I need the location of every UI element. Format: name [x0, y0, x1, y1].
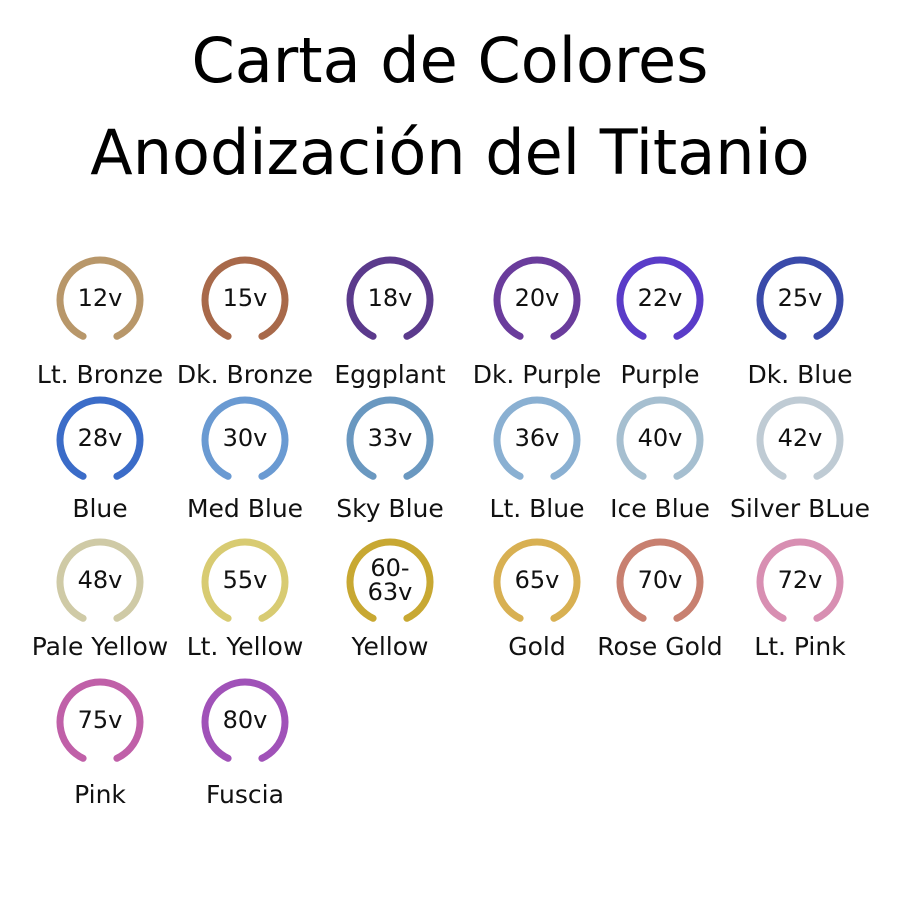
voltage-label: 22v	[637, 284, 683, 312]
voltage-label: 80v	[222, 706, 268, 734]
ring-arc	[756, 256, 844, 340]
ring-arc	[201, 396, 289, 480]
ring-arc	[56, 538, 144, 622]
color-name: Lt. Yellow	[186, 632, 304, 661]
ring-arc	[616, 538, 704, 622]
ring	[56, 538, 144, 622]
color-name: Gold	[508, 632, 566, 661]
ring-arc	[493, 256, 581, 340]
voltage-label: 25v	[777, 284, 823, 312]
ring	[616, 256, 704, 340]
ring-arc	[493, 396, 581, 480]
voltage-label: 55v	[222, 566, 268, 594]
ring	[756, 396, 844, 480]
ring	[493, 256, 581, 340]
ring-arc	[493, 538, 581, 622]
ring	[56, 256, 144, 340]
ring-arc	[201, 678, 289, 762]
color-name: Med Blue	[186, 494, 304, 523]
color-name: Sky Blue	[336, 494, 444, 523]
color-name: Yellow	[351, 632, 429, 661]
ring	[201, 678, 289, 762]
color-name: Lt. Blue	[489, 494, 585, 523]
ring	[346, 256, 434, 340]
ring	[346, 538, 434, 622]
voltage-label: 42v	[777, 424, 823, 452]
voltage-label: 48v	[77, 566, 123, 594]
voltage-label: 36v	[514, 424, 560, 452]
color-name: Eggplant	[334, 360, 446, 389]
voltage-label: 60- 63v	[367, 554, 413, 606]
color-name: Rose Gold	[597, 632, 723, 661]
ring-arc	[201, 256, 289, 340]
ring-arc	[56, 678, 144, 762]
ring-arc	[346, 538, 434, 622]
ring-arc	[201, 538, 289, 622]
color-name: Lt. Bronze	[36, 360, 164, 389]
ring-arc	[56, 396, 144, 480]
color-name: Blue	[72, 494, 128, 523]
ring	[756, 538, 844, 622]
ring	[756, 256, 844, 340]
ring-arc	[346, 396, 434, 480]
voltage-label: 75v	[77, 706, 123, 734]
ring-arc	[756, 538, 844, 622]
voltage-label: 40v	[637, 424, 683, 452]
color-name: Dk. Purple	[472, 360, 602, 389]
ring-arc	[756, 396, 844, 480]
voltage-label: 28v	[77, 424, 123, 452]
voltage-label: 20v	[514, 284, 560, 312]
color-name: Pale Yellow	[31, 632, 169, 661]
ring	[56, 678, 144, 762]
ring-arc	[616, 256, 704, 340]
title-line: Anodización del Titanio	[90, 116, 810, 189]
voltage-label: 12v	[77, 284, 123, 312]
color-name: Dk. Bronze	[176, 360, 314, 389]
voltage-label: 18v	[367, 284, 413, 312]
ring	[616, 396, 704, 480]
color-name: Silver BLue	[729, 494, 871, 523]
ring	[616, 538, 704, 622]
color-name: Pink	[74, 780, 126, 809]
ring	[201, 538, 289, 622]
color-name: Lt. Pink	[754, 632, 846, 661]
ring	[201, 256, 289, 340]
color-name: Dk. Blue	[747, 360, 853, 389]
ring	[493, 538, 581, 622]
ring-arc	[346, 256, 434, 340]
ring-arc	[616, 396, 704, 480]
ring	[346, 396, 434, 480]
color-name: Purple	[620, 360, 700, 389]
voltage-label: 70v	[637, 566, 683, 594]
ring-arc	[56, 256, 144, 340]
voltage-label: 65v	[514, 566, 560, 594]
voltage-label: 72v	[777, 566, 823, 594]
ring	[56, 396, 144, 480]
voltage-label: 15v	[222, 284, 268, 312]
color-name: Fuscia	[206, 780, 284, 809]
title-line: Carta de Colores	[191, 24, 709, 97]
ring	[493, 396, 581, 480]
color-name: Ice Blue	[610, 494, 710, 523]
voltage-label: 30v	[222, 424, 268, 452]
voltage-label: 33v	[367, 424, 413, 452]
ring	[201, 396, 289, 480]
